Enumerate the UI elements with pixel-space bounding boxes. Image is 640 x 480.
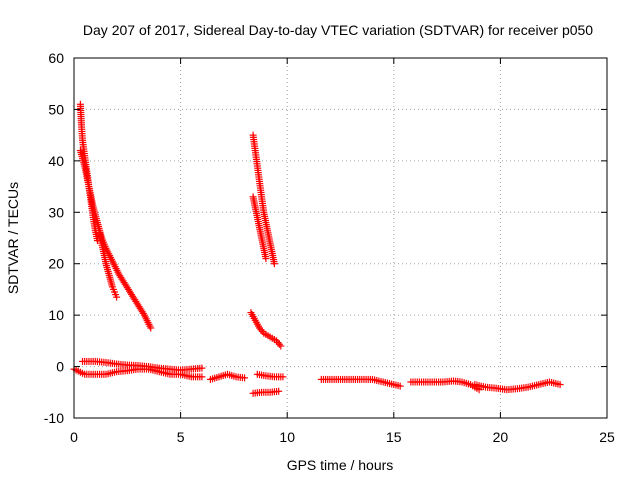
y-tick-label: 40 bbox=[48, 153, 64, 169]
y-axis-label: SDTVAR / TECUs bbox=[5, 182, 21, 294]
y-tick-label: 50 bbox=[48, 101, 64, 117]
x-tick-label: 5 bbox=[177, 429, 185, 445]
data-point bbox=[275, 340, 283, 348]
data-point bbox=[241, 374, 249, 382]
data-point bbox=[139, 309, 147, 317]
data-point bbox=[275, 387, 283, 395]
chart-title: Day 207 of 2017, Sidereal Day-to-day VTE… bbox=[83, 22, 593, 38]
data-point bbox=[258, 327, 266, 335]
data-point bbox=[262, 255, 270, 263]
y-tick-label: 10 bbox=[48, 307, 64, 323]
data-point bbox=[279, 373, 287, 381]
y-tick-label: 0 bbox=[56, 359, 64, 375]
data-point bbox=[198, 364, 206, 372]
x-tick-label: 25 bbox=[599, 429, 615, 445]
data-point bbox=[277, 342, 285, 350]
x-tick-label: 20 bbox=[493, 429, 509, 445]
x-tick-label: 0 bbox=[70, 429, 78, 445]
data-point bbox=[556, 381, 564, 389]
plot-frame bbox=[73, 57, 608, 419]
x-axis-label: GPS time / hours bbox=[287, 457, 394, 473]
data-points bbox=[70, 100, 564, 397]
data-point bbox=[396, 382, 404, 390]
y-tick-label: -10 bbox=[44, 410, 64, 426]
data-point bbox=[198, 373, 206, 381]
x-tick-label: 15 bbox=[386, 429, 402, 445]
axis-ticks: 0 5 10 15 20 25 -10 0 10 20 30 40 50 60 bbox=[44, 50, 615, 445]
data-point bbox=[147, 324, 155, 332]
y-tick-label: 60 bbox=[48, 50, 64, 66]
grid bbox=[74, 58, 607, 418]
y-tick-label: 30 bbox=[48, 204, 64, 220]
x-tick-label: 10 bbox=[279, 429, 295, 445]
data-point bbox=[270, 260, 278, 268]
data-point bbox=[113, 293, 121, 301]
y-tick-label: 20 bbox=[48, 256, 64, 272]
